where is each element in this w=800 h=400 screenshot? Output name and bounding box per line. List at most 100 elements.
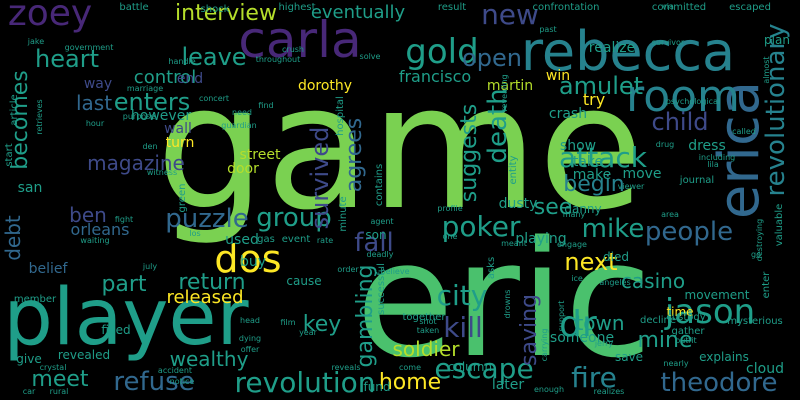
word-escape: escape — [434, 352, 534, 385]
word-magazine: magazine — [87, 151, 185, 175]
word-past: past — [539, 25, 557, 34]
word-last: last — [75, 91, 113, 115]
word-take: take — [572, 154, 604, 170]
word-including: including — [698, 153, 736, 162]
word-however: however — [130, 108, 192, 124]
word-decline: decline — [639, 315, 677, 326]
word-called: called — [732, 127, 756, 136]
word-group: group — [256, 203, 332, 233]
word-filled: filled — [101, 323, 131, 337]
word-turn: turn — [165, 135, 195, 151]
word-mike: mike — [581, 214, 645, 244]
word-psychological: psychological — [665, 97, 721, 106]
word-go: go — [751, 250, 761, 259]
word-solve: solve — [359, 52, 381, 61]
word-start: start — [4, 143, 15, 167]
word-dos: dos — [214, 237, 282, 281]
word-time: time — [666, 305, 694, 319]
word-crystal: crystal — [39, 363, 67, 372]
word-danny: danny — [564, 202, 602, 216]
word-shot: shot — [419, 317, 437, 326]
word-green: green — [177, 183, 188, 213]
word-try: try — [582, 90, 606, 109]
word-carla: carla — [238, 11, 362, 69]
word-drowns: drowns — [503, 289, 512, 319]
word-end: end — [176, 71, 204, 87]
word-via: via — [662, 2, 674, 11]
word-agrees: agrees — [342, 117, 367, 193]
word-wall: wall — [164, 121, 192, 137]
word-concert: concert — [198, 94, 230, 103]
word-reveals: reveals — [331, 363, 361, 372]
word-debt: debt — [1, 215, 25, 261]
word-enter: enter — [761, 271, 772, 299]
word-result: result — [437, 2, 467, 13]
word-gas: gas — [257, 234, 275, 245]
word-suggests: suggests — [457, 103, 482, 203]
word-highest: highest — [278, 2, 316, 13]
word-died: died — [603, 250, 629, 264]
word-city: city — [436, 279, 488, 312]
word-key: key — [302, 312, 342, 337]
word-begin: begin — [563, 172, 625, 197]
word-dr: dr — [559, 304, 597, 345]
word-wealthy: wealthy — [169, 347, 249, 371]
word-son: son — [365, 228, 387, 242]
word-handle: handle — [168, 57, 196, 66]
word-player: player — [3, 273, 249, 363]
word-almost: almost — [762, 56, 771, 84]
word-fall: fall — [354, 228, 394, 258]
word-witness: witness — [146, 168, 178, 177]
word-deadly: deadly — [366, 250, 394, 259]
word-los: los — [189, 229, 201, 238]
word-offer: offer — [240, 345, 260, 354]
word-retrieves: retrieves — [35, 99, 44, 135]
word-heart: heart — [35, 45, 99, 73]
word-asks: asks — [486, 256, 497, 280]
word-child: child — [651, 108, 709, 136]
word-dress: dress — [688, 138, 726, 154]
word-together: together — [402, 312, 446, 323]
word-francisco: francisco — [398, 67, 472, 86]
word-movement: movement — [684, 288, 750, 302]
word-fire: fire — [571, 361, 617, 394]
word-revolution: revolution — [234, 366, 376, 399]
word-purpose: purpose — [122, 112, 156, 121]
word-battle: battle — [119, 2, 149, 13]
word-saving: saving — [517, 294, 542, 366]
word-lila: lila — [707, 160, 719, 169]
word-poker: poker — [441, 210, 521, 243]
word-throughout: throughout — [255, 55, 301, 64]
word-street: street — [239, 147, 281, 163]
word-belief: belief — [28, 261, 68, 277]
word-people: people — [644, 217, 734, 247]
word-town: town — [575, 311, 625, 335]
word-rate: rate — [316, 236, 334, 245]
word-show: show — [559, 138, 597, 154]
word-amulet: amulet — [558, 72, 644, 100]
word-ice: ice — [571, 274, 583, 283]
word-area: area — [661, 210, 679, 219]
word-zoey: zoey — [7, 0, 93, 34]
word-san: san — [17, 180, 43, 196]
word-marriage: marriage — [126, 84, 164, 93]
word-gold: gold — [405, 32, 479, 72]
word-buy: buy — [239, 254, 267, 270]
word-gambling: gambling — [353, 264, 378, 368]
word-soldier: soldier — [392, 337, 460, 361]
word-ben: ben — [69, 203, 107, 227]
word-casino: casino — [620, 269, 686, 293]
word-explains: explains — [699, 350, 749, 364]
word-find: find — [258, 101, 274, 110]
word-den: den — [142, 142, 158, 151]
word-event: event — [281, 234, 311, 245]
word-released: released — [166, 287, 244, 308]
word-revolutionary: revolutionary — [761, 23, 791, 197]
word-mysterious: mysterious — [727, 316, 783, 327]
word-guardian: guardian — [221, 121, 257, 130]
word-control: control — [133, 67, 197, 88]
word-see: see — [533, 195, 573, 220]
word-revealed: revealed — [57, 348, 111, 362]
word-realize: realize — [588, 40, 636, 56]
word-later: later — [491, 377, 525, 393]
